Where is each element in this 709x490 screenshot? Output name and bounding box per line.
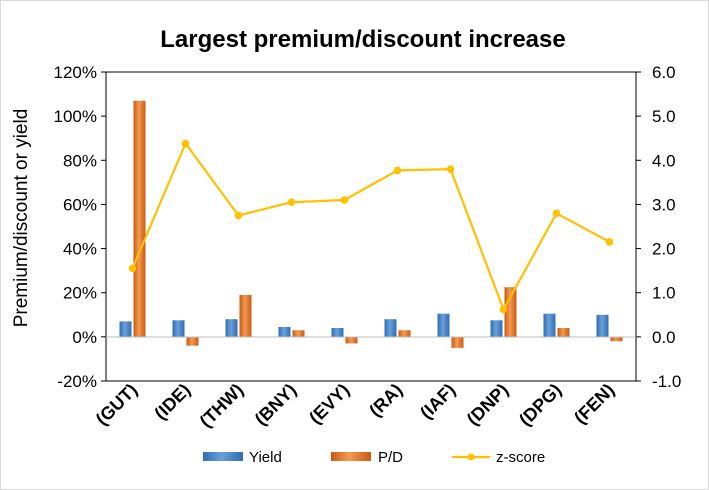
point-z-score	[287, 198, 296, 207]
y-tick-label: 60%	[63, 195, 97, 214]
y-tick-label: 80%	[63, 151, 97, 170]
bar-yield	[119, 321, 132, 337]
bar-pd	[610, 336, 623, 342]
y2-tick-label: 2.0	[652, 240, 676, 259]
point-z-score	[128, 264, 137, 273]
bar-yield	[225, 319, 238, 337]
point-z-score	[552, 209, 561, 218]
bar-pd	[398, 330, 411, 337]
bar-yield	[490, 320, 503, 337]
legend: Yield P/D z-score	[203, 449, 545, 466]
y-tick-label: 20%	[63, 284, 97, 303]
bar-yield	[278, 326, 291, 337]
y2-tick-label: 4.0	[652, 151, 676, 170]
bar-pd	[186, 336, 199, 346]
legend-marker-z-score	[467, 453, 475, 461]
bar-yield	[331, 328, 344, 337]
y-tick-label: 0%	[72, 328, 97, 347]
y-tick-label: 40%	[63, 240, 97, 259]
y-tick-label: 100%	[54, 107, 97, 126]
y2-tick-label: 3.0	[652, 195, 676, 214]
legend-label-pd: P/D	[378, 449, 403, 466]
point-z-score	[181, 139, 190, 148]
point-z-score	[446, 165, 455, 173]
legend-label-yield: Yield	[249, 449, 282, 466]
point-z-score	[340, 196, 349, 204]
y2-tick-label: 1.0	[652, 284, 676, 303]
legend-swatch-pd	[331, 452, 371, 461]
point-z-score	[499, 305, 508, 314]
bar-yield	[384, 319, 397, 337]
right-axis-ticks: -1.0 0.0 1.0 2.0 3.0 4.0 5.0 6.0	[636, 63, 681, 391]
chart-title: Largest premium/discount increase	[160, 26, 565, 53]
y-tick-label: -20%	[57, 372, 97, 391]
bar-pd	[451, 336, 464, 348]
bar-yield	[543, 313, 556, 337]
bar-pd	[133, 100, 146, 337]
bar-pd	[292, 330, 305, 337]
legend-label-z-score: z-score	[496, 449, 545, 466]
point-z-score	[393, 166, 402, 175]
yield-series	[119, 313, 609, 337]
point-z-score	[605, 238, 614, 246]
y-tick-label: 120%	[54, 63, 97, 82]
bar-pd	[345, 336, 358, 344]
bar-yield	[596, 314, 609, 337]
y2-tick-label: 6.0	[652, 63, 676, 82]
point-z-score	[234, 211, 243, 220]
y-axis-label: Premium/discount or yield	[11, 109, 32, 328]
y2-tick-label: -1.0	[652, 372, 681, 391]
bar-pd	[239, 294, 252, 337]
plot-area	[105, 71, 637, 382]
y2-tick-label: 5.0	[652, 107, 676, 126]
line-z-score	[131, 141, 611, 313]
y2-tick-label: 0.0	[652, 328, 676, 347]
left-axis-ticks: -20% 0% 20% 40% 60% 80% 100% 120%	[54, 63, 106, 391]
z-score-series	[128, 139, 614, 314]
bar-pd	[504, 287, 517, 337]
legend-swatch-yield	[203, 452, 243, 461]
bar-yield	[437, 313, 450, 337]
bar-yield	[172, 320, 185, 337]
bar-pd	[557, 328, 570, 337]
pd-series	[133, 100, 623, 348]
